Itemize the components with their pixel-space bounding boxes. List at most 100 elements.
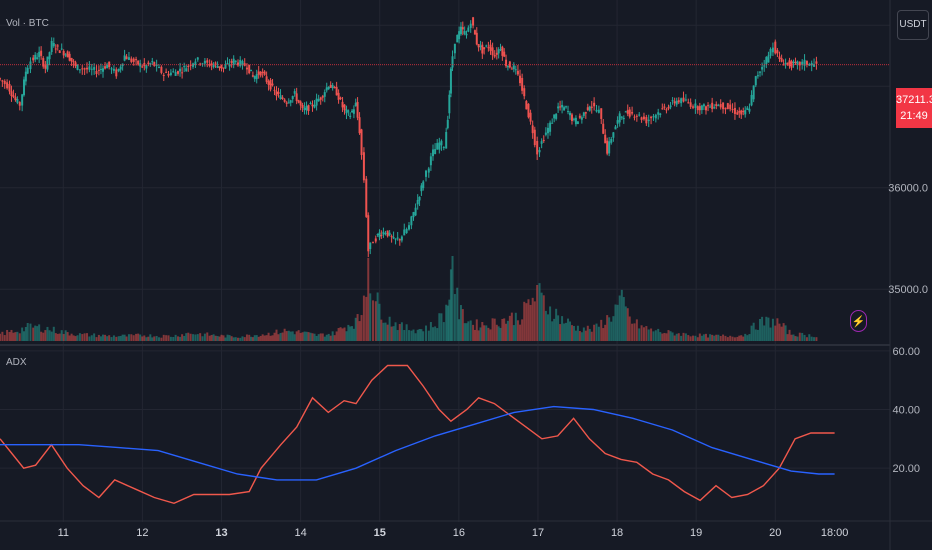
- volume-bar: [177, 336, 179, 341]
- candle-body: [523, 88, 526, 97]
- candle-body: [713, 107, 716, 109]
- volume-bar: [790, 334, 793, 341]
- candle-body: [642, 116, 645, 120]
- lightning-icon[interactable]: ⚡: [850, 310, 867, 332]
- candle-body: [301, 104, 304, 108]
- volume-bar: [472, 324, 475, 341]
- volume-bar: [201, 336, 204, 341]
- candle-body: [115, 69, 118, 77]
- candle-body: [675, 100, 678, 105]
- candle-body: [808, 64, 811, 66]
- volume-bar: [788, 329, 791, 341]
- candle-body: [88, 66, 91, 70]
- candle-body: [44, 65, 47, 69]
- volume-bar: [551, 321, 554, 341]
- candle-body: [467, 27, 470, 32]
- series-title: Vol · BTC: [6, 18, 49, 29]
- volume-bar: [527, 299, 530, 341]
- candle-body: [248, 64, 251, 74]
- candle-body: [429, 156, 432, 166]
- volume-bar: [416, 329, 419, 341]
- volume-bar: [784, 325, 787, 341]
- candle-body: [761, 67, 764, 70]
- adx-series-line: [0, 405, 835, 481]
- candle-body: [661, 108, 664, 110]
- volume-bar: [281, 332, 284, 341]
- candle-body: [767, 55, 770, 63]
- volume-bar: [487, 327, 490, 341]
- volume-bar: [803, 334, 806, 341]
- volume-bar: [553, 318, 556, 341]
- indicator-title[interactable]: ADX: [6, 357, 27, 368]
- volume-bar: [645, 326, 648, 341]
- volume-bar: [125, 336, 128, 341]
- volume-bar: [525, 303, 528, 341]
- candle-body: [815, 61, 818, 64]
- candle-body: [283, 99, 286, 102]
- volume-bar: [614, 304, 617, 341]
- volume-bar: [218, 336, 221, 341]
- candle-body: [438, 142, 441, 150]
- candle-body: [287, 102, 290, 104]
- volume-bar: [123, 334, 126, 341]
- candle-body: [742, 110, 745, 113]
- volume-bar: [299, 332, 302, 341]
- candle-body: [746, 107, 749, 111]
- volume-bar: [642, 327, 645, 341]
- volume-bar: [158, 337, 161, 341]
- candle-body: [505, 59, 508, 67]
- candle-body: [606, 140, 609, 154]
- candle-body: [477, 44, 480, 48]
- candle-body: [253, 75, 256, 79]
- volume-bar: [214, 335, 217, 341]
- volume-bar: [46, 326, 49, 341]
- currency-button[interactable]: USDT: [897, 10, 929, 40]
- volume-bar: [263, 335, 266, 341]
- volume-bar: [74, 336, 77, 341]
- volume-bars: [0, 256, 818, 341]
- candle-body: [147, 62, 150, 65]
- last-price-badge: 37211.3 21:49: [896, 88, 932, 128]
- volume-bar: [425, 325, 428, 341]
- volume-bar: [715, 334, 718, 341]
- candle-body: [241, 61, 244, 66]
- volume-bar: [467, 321, 470, 341]
- volume-bar: [66, 332, 69, 341]
- volume-bar: [659, 332, 662, 341]
- candle-body: [347, 110, 350, 112]
- volume-bar: [736, 336, 739, 341]
- candle-body: [343, 104, 346, 111]
- candle-body: [127, 57, 130, 60]
- volume-bar: [754, 329, 757, 341]
- volume-bar: [160, 337, 163, 341]
- volume-bar: [717, 334, 720, 341]
- volume-bar: [234, 337, 237, 341]
- candle-body: [149, 63, 152, 65]
- volume-bar: [434, 326, 437, 341]
- volume-bar: [226, 334, 229, 341]
- volume-bar: [360, 315, 363, 341]
- candle-body: [36, 57, 39, 59]
- candle-body: [650, 116, 653, 119]
- candle-body: [62, 50, 65, 56]
- volume-bar: [289, 331, 292, 341]
- volume-bar: [137, 333, 140, 341]
- candle-body: [654, 114, 657, 119]
- candle-body: [329, 84, 332, 88]
- volume-bar: [750, 325, 753, 341]
- volume-bar: [208, 335, 211, 341]
- candle-body: [652, 116, 655, 118]
- volume-bar: [604, 324, 607, 341]
- candle-body: [66, 51, 69, 58]
- candle-body: [631, 112, 634, 114]
- candle-body: [612, 132, 615, 138]
- candle-body: [52, 43, 55, 47]
- volume-bar: [499, 327, 502, 341]
- candle-body: [220, 64, 223, 69]
- volume-bar: [26, 322, 29, 341]
- volume-bar: [303, 331, 306, 341]
- candle-body: [299, 101, 302, 106]
- time-axis-labels: 11 12 13 14 15 16 17 18 19 20 18:00: [58, 527, 849, 539]
